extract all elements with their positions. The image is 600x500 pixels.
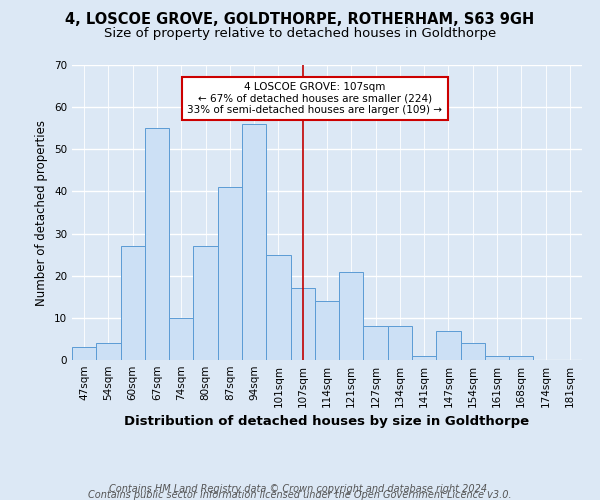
Bar <box>412 356 436 360</box>
Bar <box>266 254 290 360</box>
Bar <box>315 301 339 360</box>
Bar <box>290 288 315 360</box>
Bar <box>388 326 412 360</box>
Bar <box>242 124 266 360</box>
Bar <box>121 246 145 360</box>
Bar <box>364 326 388 360</box>
Bar <box>145 128 169 360</box>
Bar <box>436 330 461 360</box>
Bar <box>72 348 96 360</box>
Text: Contains HM Land Registry data © Crown copyright and database right 2024.: Contains HM Land Registry data © Crown c… <box>109 484 491 494</box>
Bar <box>96 343 121 360</box>
Bar <box>509 356 533 360</box>
Text: 4 LOSCOE GROVE: 107sqm
← 67% of detached houses are smaller (224)
33% of semi-de: 4 LOSCOE GROVE: 107sqm ← 67% of detached… <box>187 82 442 115</box>
Text: Contains public sector information licensed under the Open Government Licence v3: Contains public sector information licen… <box>88 490 512 500</box>
Bar <box>461 343 485 360</box>
Bar <box>169 318 193 360</box>
Bar <box>485 356 509 360</box>
Bar <box>193 246 218 360</box>
Y-axis label: Number of detached properties: Number of detached properties <box>35 120 49 306</box>
Bar <box>218 187 242 360</box>
Bar <box>339 272 364 360</box>
X-axis label: Distribution of detached houses by size in Goldthorpe: Distribution of detached houses by size … <box>124 416 530 428</box>
Text: 4, LOSCOE GROVE, GOLDTHORPE, ROTHERHAM, S63 9GH: 4, LOSCOE GROVE, GOLDTHORPE, ROTHERHAM, … <box>65 12 535 28</box>
Text: Size of property relative to detached houses in Goldthorpe: Size of property relative to detached ho… <box>104 28 496 40</box>
